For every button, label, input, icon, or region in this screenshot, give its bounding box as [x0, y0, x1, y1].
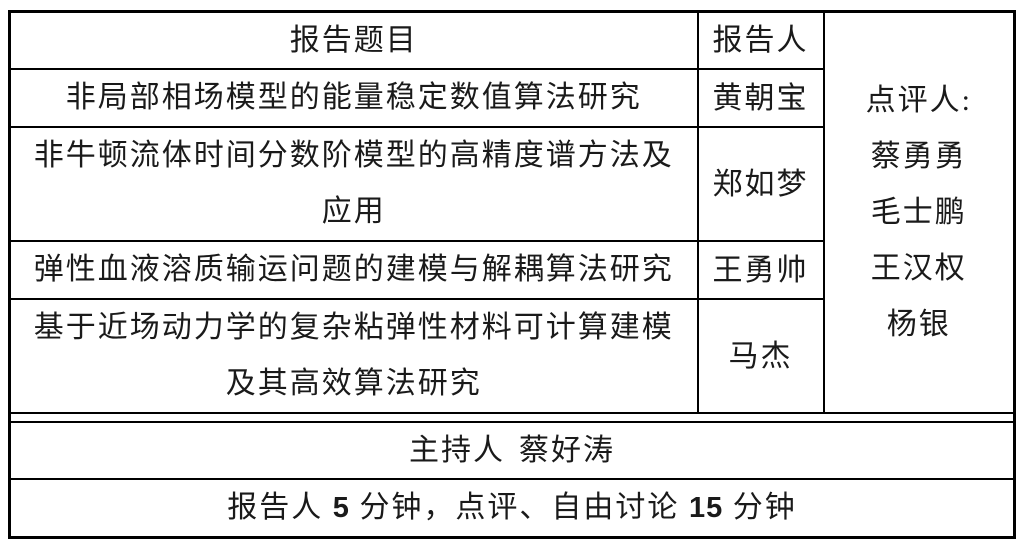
report-title-line: 弹性血液溶质输运问题的建模与解耦算法研究 [11, 242, 697, 298]
report-schedule-table: 报告题目 报告人 点评人: 蔡勇勇 毛士鹏 王汉权 杨银 非局部相场模型的能量稳… [8, 10, 1016, 539]
timing-text-part: 分钟 [723, 491, 797, 524]
timing-minutes-value: 15 [689, 492, 723, 524]
header-report-title: 报告题目 [10, 12, 698, 70]
reviewer-name: 蔡勇勇 [825, 129, 1014, 185]
report-title-cell: 基于近场动力学的复杂粘弹性材料可计算建模 及其高效算法研究 [10, 299, 698, 413]
reviewers-label: 点评人: [825, 73, 1014, 129]
reviewer-name: 王汉权 [825, 241, 1014, 297]
presenter-cell: 王勇帅 [698, 241, 824, 299]
reviewer-name: 杨银 [825, 297, 1014, 353]
timing-text-part: 分钟，点评、自由讨论 [350, 491, 689, 524]
section-divider [10, 413, 1015, 422]
presenter-cell: 黄朝宝 [698, 69, 824, 127]
report-title-line: 基于近场动力学的复杂粘弹性材料可计算建模 [11, 300, 697, 356]
host-cell: 主持人蔡好涛 [10, 422, 1015, 479]
table-header-row: 报告题目 报告人 点评人: 蔡勇勇 毛士鹏 王汉权 杨银 [10, 12, 1015, 70]
report-title-line: 及其高效算法研究 [11, 356, 697, 412]
timing-text-part: 报告人 [227, 491, 333, 524]
timing-row: 报告人 5 分钟，点评、自由讨论 15 分钟 [10, 479, 1015, 538]
section-divider-cell [10, 413, 1015, 422]
timing-cell: 报告人 5 分钟，点评、自由讨论 15 分钟 [10, 479, 1015, 538]
report-title-cell: 非牛顿流体时间分数阶模型的高精度谱方法及 应用 [10, 127, 698, 241]
header-presenter: 报告人 [698, 12, 824, 70]
report-title-cell: 弹性血液溶质输运问题的建模与解耦算法研究 [10, 241, 698, 299]
report-title-line: 非局部相场模型的能量稳定数值算法研究 [11, 70, 697, 126]
host-label: 主持人 [409, 434, 505, 467]
report-title-line: 非牛顿流体时间分数阶模型的高精度谱方法及 [11, 128, 697, 184]
reviewers-cell: 点评人: 蔡勇勇 毛士鹏 王汉权 杨银 [824, 12, 1015, 414]
report-title-line: 应用 [11, 184, 697, 240]
host-row: 主持人蔡好涛 [10, 422, 1015, 479]
reviewer-name: 毛士鹏 [825, 185, 1014, 241]
presenter-cell: 马杰 [698, 299, 824, 413]
report-title-cell: 非局部相场模型的能量稳定数值算法研究 [10, 69, 698, 127]
timing-minutes-value: 5 [333, 492, 350, 524]
host-name: 蔡好涛 [519, 434, 615, 467]
presenter-cell: 郑如梦 [698, 127, 824, 241]
